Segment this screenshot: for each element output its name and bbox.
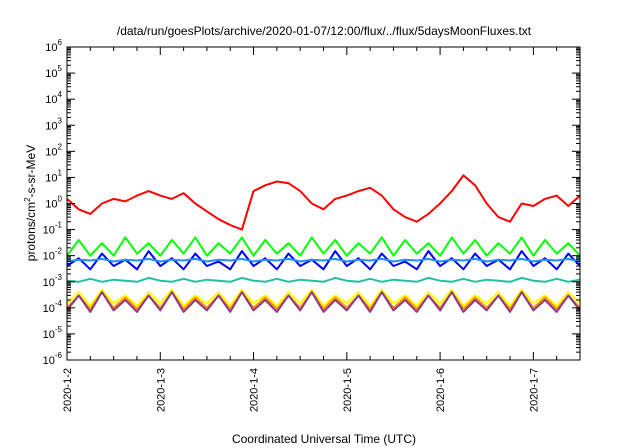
series-line-5 xyxy=(66,276,581,283)
y-tick-label: 10-2 xyxy=(43,247,63,263)
y-tick-exponent: -4 xyxy=(55,299,63,308)
series-layer xyxy=(66,174,581,313)
y-tick-exponent: 0 xyxy=(58,195,63,204)
x-tick-label: 2020-1-5 xyxy=(342,368,354,412)
series-line-4 xyxy=(66,257,581,263)
y-tick-label: 104 xyxy=(45,90,62,106)
x-tick-label: 2020-1-6 xyxy=(435,368,447,412)
y-tick-base: 10 xyxy=(45,94,57,106)
y-tick-label: 101 xyxy=(45,168,62,184)
y-tick-label: 106 xyxy=(45,38,62,54)
y-tick-label: 10-4 xyxy=(43,299,63,315)
series-line-6 xyxy=(66,288,581,307)
y-tick-label: 103 xyxy=(45,116,62,132)
series-line-1 xyxy=(66,174,581,231)
y-tick-label: 105 xyxy=(45,64,62,80)
series-line-2 xyxy=(66,236,581,257)
x-tick-label: 2020-1-4 xyxy=(249,368,261,412)
y-tick-exponent: -1 xyxy=(55,221,63,230)
y-tick-label: 10-3 xyxy=(43,273,63,289)
plot-frame xyxy=(66,46,581,361)
y-tick-exponent: 6 xyxy=(58,38,63,47)
y-tick-exponent: -3 xyxy=(55,273,63,282)
y-tick-label: 10-6 xyxy=(43,351,63,367)
y-tick-base: 10 xyxy=(45,42,57,54)
y-axis-label-prefix: protons/cm xyxy=(24,202,38,261)
series-line-3 xyxy=(66,250,581,271)
y-tick-exponent: 2 xyxy=(58,142,63,151)
x-tick-label: 2020-1-3 xyxy=(155,368,167,412)
x-tick-label: 2020-1-2 xyxy=(62,368,74,412)
y-tick-base: 10 xyxy=(43,329,55,341)
y-axis-label: protons/cm2-s-sr-MeV xyxy=(23,145,38,261)
y-tick-base: 10 xyxy=(45,172,57,184)
y-tick-base: 10 xyxy=(45,120,57,132)
y-tick-base: 10 xyxy=(45,199,57,211)
chart-title: /data/run/goesPlots/archive/2020-01-07/1… xyxy=(117,24,532,38)
x-axis-label: Coordinated Universal Time (UTC) xyxy=(232,432,416,446)
y-tick-exponent: -5 xyxy=(55,325,63,334)
y-tick-label: 10-5 xyxy=(43,325,63,341)
y-tick-base: 10 xyxy=(43,303,55,315)
y-tick-exponent: 5 xyxy=(58,64,63,73)
y-tick-exponent: -2 xyxy=(55,247,63,256)
y-tick-label: 100 xyxy=(45,195,62,211)
y-tick-exponent: -6 xyxy=(55,351,63,360)
y-axis-label-suffix: -s-sr-MeV xyxy=(24,145,38,198)
y-tick-base: 10 xyxy=(45,68,57,80)
axis-layer: 10-610-510-410-310-210-11001011021031041… xyxy=(43,38,581,412)
y-axis-label-exponent: 2 xyxy=(23,197,32,202)
y-tick-label: 10-1 xyxy=(43,221,63,237)
y-tick-base: 10 xyxy=(43,225,55,237)
y-tick-exponent: 4 xyxy=(58,90,63,99)
x-tick-label: 2020-1-7 xyxy=(528,368,540,412)
series-line-8 xyxy=(66,291,581,313)
y-tick-base: 10 xyxy=(45,146,57,158)
y-tick-base: 10 xyxy=(43,355,55,367)
y-tick-label: 102 xyxy=(45,142,62,158)
y-tick-base: 10 xyxy=(43,277,55,289)
y-tick-base: 10 xyxy=(43,251,55,263)
y-tick-exponent: 3 xyxy=(58,116,63,125)
y-tick-exponent: 1 xyxy=(58,168,63,177)
